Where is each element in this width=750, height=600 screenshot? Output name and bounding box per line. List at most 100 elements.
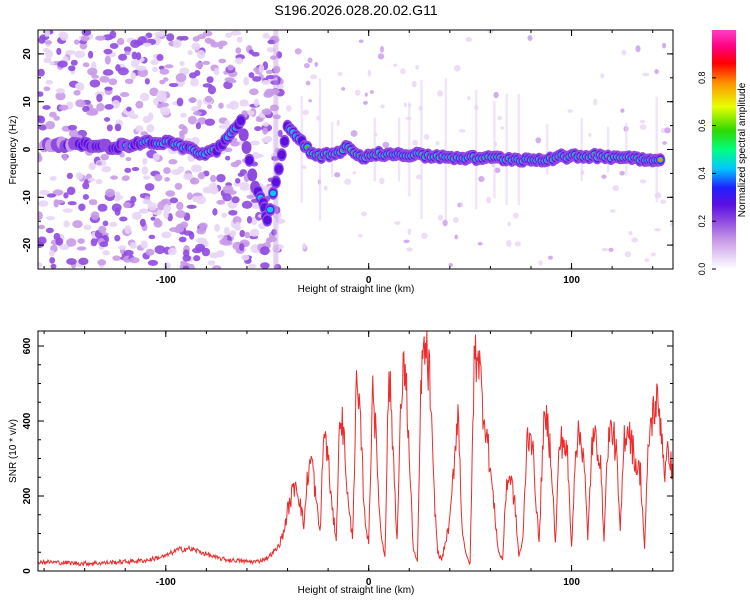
noise-blob	[113, 196, 121, 202]
noise-blob	[239, 100, 249, 107]
noise-blob	[62, 153, 68, 161]
noise-blob	[80, 35, 90, 42]
ridge-halo	[247, 168, 258, 182]
noise-blob	[102, 220, 109, 227]
noise-blob	[635, 45, 641, 53]
noise-blob	[70, 59, 78, 66]
spectral-striation	[546, 124, 549, 175]
noise-blob	[664, 127, 671, 134]
colorbar-label: Normalized spectral amplitude	[737, 82, 748, 217]
noise-blob	[187, 49, 193, 56]
noise-blob	[183, 173, 194, 181]
noise-blob	[179, 67, 190, 76]
noise-blob	[73, 39, 80, 45]
noise-blob	[230, 30, 242, 36]
spectral-striation	[655, 96, 658, 203]
noise-blob	[262, 121, 269, 127]
noise-blob	[190, 177, 200, 185]
noise-blob	[639, 124, 647, 130]
noise-blob	[190, 78, 199, 87]
colorbar-gradient	[712, 30, 736, 269]
noise-blob	[38, 224, 46, 230]
noise-blob	[119, 92, 130, 98]
noise-blob	[267, 39, 276, 45]
snr-background	[38, 331, 673, 571]
noise-blob	[601, 174, 607, 179]
noise-blob	[160, 106, 171, 116]
noise-blob	[380, 45, 384, 53]
snr-series-line	[38, 331, 673, 568]
noise-blob	[192, 111, 202, 116]
ridge-mid	[245, 155, 254, 165]
noise-blob	[139, 208, 147, 214]
ridge-mid	[274, 164, 283, 174]
noise-blob	[195, 243, 206, 252]
noise-blob	[176, 97, 184, 107]
noise-blob	[336, 119, 340, 127]
noise-blob	[38, 262, 43, 268]
noise-blob	[302, 109, 310, 116]
noise-blob	[129, 113, 139, 119]
noise-blob	[82, 193, 90, 200]
noise-blob	[182, 254, 192, 262]
noise-blob	[66, 172, 73, 180]
noise-blob	[38, 68, 45, 77]
noise-blob	[115, 64, 121, 72]
noise-blob	[131, 211, 142, 220]
y-tick-label: -20	[22, 237, 33, 252]
noise-blob	[124, 225, 132, 234]
noise-blob	[112, 255, 121, 261]
ridge-core	[269, 190, 277, 197]
noise-blob	[104, 86, 113, 91]
noise-blob	[176, 201, 184, 211]
noise-blob	[66, 186, 76, 196]
noise-blob	[65, 50, 76, 55]
noise-blob	[135, 125, 144, 133]
noise-blob	[196, 227, 206, 235]
noise-blob	[567, 109, 573, 113]
noise-blob	[266, 47, 276, 53]
noise-blob	[154, 217, 161, 225]
snr-ylabel: SNR (10 * v/v)	[8, 419, 19, 483]
noise-blob	[275, 218, 286, 224]
ridge-mid	[263, 215, 272, 225]
noise-blob	[230, 140, 240, 147]
noise-blob	[43, 47, 50, 53]
noise-blob	[246, 216, 253, 224]
noise-blob	[323, 185, 328, 191]
noise-blob	[96, 103, 105, 112]
noise-blob	[239, 243, 245, 251]
noise-blob	[654, 228, 661, 232]
noise-blob	[195, 195, 207, 205]
noise-blob	[49, 176, 57, 181]
noise-blob	[271, 228, 277, 236]
spectral-striation	[493, 100, 496, 199]
noise-blob	[225, 155, 231, 161]
noise-blob	[190, 164, 202, 173]
noise-blob	[628, 230, 633, 236]
noise-blob	[124, 167, 132, 173]
noise-blob	[164, 64, 174, 69]
noise-blob	[437, 90, 443, 97]
noise-blob	[163, 204, 171, 213]
spectral-striation	[606, 126, 610, 173]
ridge-core	[266, 206, 274, 213]
noise-blob	[588, 132, 592, 138]
noise-blob	[144, 78, 150, 85]
noise-blob	[43, 57, 52, 64]
noise-blob	[109, 221, 118, 227]
y-tick-label: 400	[22, 412, 33, 429]
noise-blob	[216, 173, 226, 183]
noise-blob	[67, 124, 78, 131]
noise-blob	[96, 93, 103, 103]
noise-blob	[147, 259, 159, 266]
noise-blob	[188, 263, 195, 269]
noise-blob	[253, 153, 264, 158]
noise-blob	[66, 238, 77, 247]
noise-blob	[235, 47, 242, 54]
noise-blob	[163, 77, 169, 82]
noise-blob	[82, 62, 90, 68]
noise-blob	[204, 95, 213, 103]
noise-blob	[139, 218, 146, 227]
y-tick-label: 20	[22, 48, 33, 60]
